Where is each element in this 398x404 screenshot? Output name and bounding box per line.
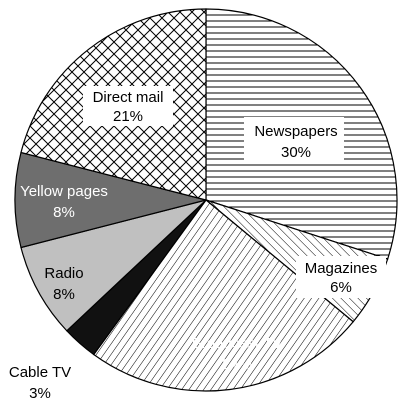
slice-labels: Direct mail 21% Newspapers 30% Yellow pa…	[9, 89, 377, 402]
label-cable-tv-pct: 3%	[29, 385, 51, 402]
label-yellow-pages-pct: 8%	[53, 204, 75, 221]
label-direct-mail-pct: 21%	[113, 108, 143, 125]
label-radio-pct: 8%	[53, 286, 75, 303]
label-bg-newspapers	[244, 117, 344, 161]
label-bg-magazines	[296, 256, 386, 298]
label-magazines-pct: 6%	[330, 279, 352, 296]
pie-slices	[14, 8, 398, 392]
label-radio-name: Radio	[44, 265, 83, 282]
label-broadcast-tv-pct: 24%	[222, 356, 252, 373]
slice-yellow-pages	[14, 151, 207, 249]
label-magazines-name: Magazines	[305, 260, 378, 277]
label-bg-direct-mail	[83, 86, 173, 126]
label-yellow-pages-name: Yellow pages	[20, 183, 108, 200]
slice-radio	[20, 199, 207, 332]
label-newspapers-name: Newspapers	[254, 123, 337, 140]
label-newspapers-pct: 30%	[281, 144, 311, 161]
slice-broadcast-tv	[92, 199, 355, 392]
label-direct-mail-name: Direct mail	[93, 89, 164, 106]
label-broadcast-tv-name: Broadcast TV	[192, 335, 283, 352]
label-cable-tv-name: Cable TV	[9, 364, 71, 381]
